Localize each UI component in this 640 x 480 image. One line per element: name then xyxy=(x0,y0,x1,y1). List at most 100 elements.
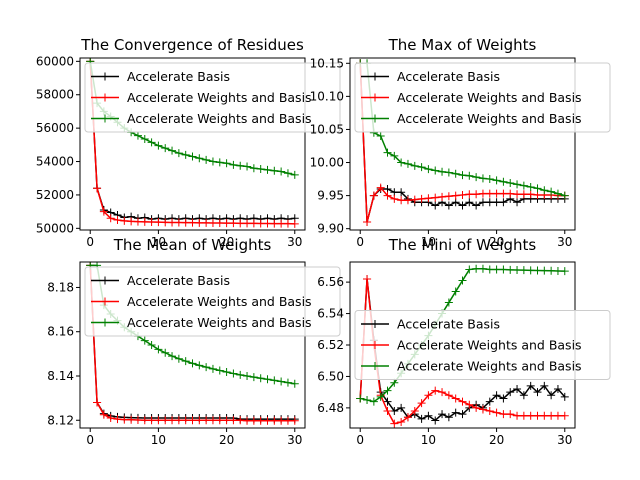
data-point xyxy=(181,218,190,227)
x-tick-label: 20 xyxy=(219,433,234,447)
data-point xyxy=(154,141,163,150)
data-point xyxy=(113,215,122,224)
legend-label: Accelerate Weights and Basis xyxy=(397,359,582,374)
data-point xyxy=(410,407,419,416)
data-point xyxy=(513,411,522,420)
legend-label: Accelerate Weights and Basis xyxy=(397,111,582,126)
data-point xyxy=(526,411,535,420)
data-point xyxy=(458,201,467,210)
data-point xyxy=(215,366,224,375)
data-point xyxy=(161,218,170,227)
data-point xyxy=(513,266,522,275)
data-point xyxy=(236,416,245,425)
chart-title: The Convergence of Residues xyxy=(80,36,304,54)
data-point xyxy=(417,399,426,408)
data-point xyxy=(492,198,501,207)
legend-label: Accelerate Weights and Basis xyxy=(127,294,312,309)
data-point xyxy=(283,378,292,387)
data-point xyxy=(506,265,515,274)
data-point xyxy=(256,219,265,228)
legend-marker xyxy=(371,72,379,81)
data-point xyxy=(229,416,238,425)
legend: Accelerate Basis Accelerate Weights and B… xyxy=(354,62,611,133)
subplot-mean-weights: The Mean of Weights 0 10 20 30 8.12 8.14 8.16 8… xyxy=(47,236,341,447)
data-point xyxy=(376,132,385,141)
data-point xyxy=(290,379,299,388)
data-point xyxy=(270,166,279,175)
data-point xyxy=(363,396,372,405)
data-point xyxy=(383,386,392,395)
data-point xyxy=(270,376,279,385)
data-point xyxy=(133,416,142,425)
data-point xyxy=(263,219,272,228)
y-tick-label: 50000 xyxy=(36,221,74,235)
data-point xyxy=(560,267,569,276)
data-point xyxy=(383,191,392,200)
data-point xyxy=(249,373,258,382)
data-point xyxy=(492,265,501,274)
data-point xyxy=(133,131,142,140)
data-point xyxy=(263,165,272,174)
chart-title: The Mean of Weights xyxy=(113,236,272,254)
y-tick-label: 6.56 xyxy=(317,275,344,289)
data-point xyxy=(236,219,245,228)
data-point xyxy=(465,400,474,409)
data-point xyxy=(290,416,299,425)
legend-marker xyxy=(371,341,379,349)
data-point xyxy=(174,218,183,227)
data-point xyxy=(290,170,299,179)
data-point xyxy=(120,216,129,225)
data-point xyxy=(540,266,549,275)
data-point xyxy=(519,391,528,400)
data-point xyxy=(513,198,522,207)
data-point xyxy=(444,413,453,422)
y-tick-label: 52000 xyxy=(36,188,74,202)
data-point xyxy=(270,416,279,425)
data-point xyxy=(195,154,204,163)
data-point xyxy=(499,198,508,207)
data-point xyxy=(243,219,252,228)
legend-box xyxy=(84,62,341,133)
data-point xyxy=(424,194,433,203)
data-point xyxy=(485,397,494,406)
data-point xyxy=(444,391,453,400)
data-point xyxy=(140,134,149,143)
data-point xyxy=(236,370,245,379)
data-point xyxy=(553,189,562,198)
data-point xyxy=(478,198,487,207)
data-point xyxy=(499,394,508,403)
data-point xyxy=(472,264,481,273)
y-tick-label: 6.52 xyxy=(317,338,344,352)
data-point xyxy=(451,287,460,296)
data-point xyxy=(397,158,406,167)
data-point xyxy=(113,415,122,424)
data-point xyxy=(383,407,392,416)
x-tick-label: 10 xyxy=(421,235,436,249)
data-point xyxy=(290,219,299,228)
data-point xyxy=(417,163,426,172)
data-point xyxy=(513,190,522,199)
data-point xyxy=(229,369,238,378)
data-point xyxy=(195,361,204,370)
y-tick-label: 10.10 xyxy=(310,89,344,103)
legend-label: Accelerate Basis xyxy=(127,69,230,84)
data-point xyxy=(506,179,515,188)
data-point xyxy=(243,416,252,425)
data-point xyxy=(553,385,562,394)
data-point xyxy=(195,416,204,425)
legend-marker xyxy=(101,72,109,81)
data-point xyxy=(369,191,378,200)
y-tick-label: 6.50 xyxy=(317,369,344,383)
data-point xyxy=(519,190,528,199)
data-point xyxy=(560,392,569,401)
data-point xyxy=(270,219,279,228)
data-point xyxy=(533,388,542,397)
data-point xyxy=(147,217,156,226)
data-point xyxy=(465,171,474,180)
data-point xyxy=(222,219,231,228)
data-point xyxy=(403,159,412,168)
data-point xyxy=(492,189,501,198)
data-point xyxy=(106,214,115,223)
data-point xyxy=(147,341,156,349)
axes-frame xyxy=(349,57,576,231)
